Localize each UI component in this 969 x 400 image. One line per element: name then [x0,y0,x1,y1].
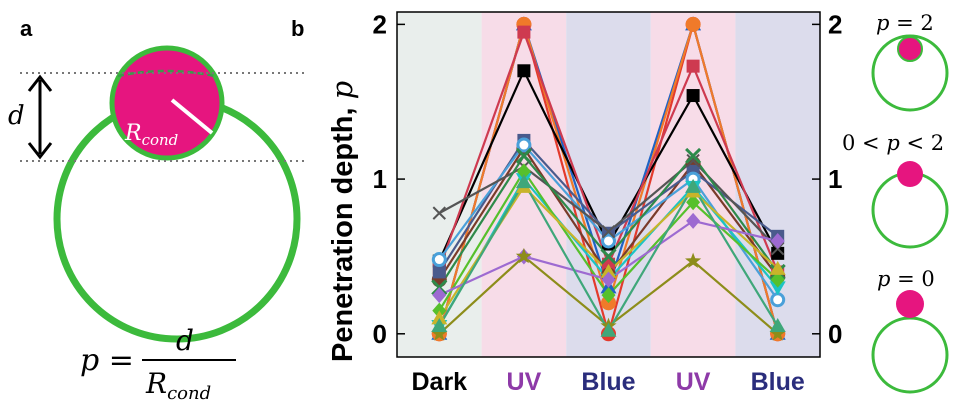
data-point-s14-0 [431,325,448,341]
data-point-s3-1 [517,64,531,78]
radius-line [170,98,214,135]
data-point-s4-3 [686,59,700,73]
y-tick-label-right-1: 1 [828,164,842,194]
data-point-s6-0 [432,265,446,279]
data-point-s15-0 [431,318,448,333]
data-point-s13-4 [770,232,785,249]
formula-lhs: p = [80,343,134,378]
data-point-s15-4 [769,318,786,333]
x-tick-label-3: UV [676,368,711,396]
y-tick-label-left-2: 2 [373,9,387,39]
series-layer [431,16,786,342]
data-point-s7-0 [431,252,447,268]
d-arrow-head-bottom [27,142,53,160]
data-point-s9-2 [600,248,617,265]
sketch-condensate-p2 [897,36,923,62]
r-cond-label: Rcond [124,121,178,149]
data-point-s12-0 [431,310,448,325]
series-markers-9 [431,147,786,296]
data-point-s10-4 [769,281,786,296]
data-point-s2-3 [685,16,701,32]
sketch-vesicle-p0 [871,316,949,394]
data-point-s7-2 [601,233,616,249]
data-point-s8-2 [601,224,616,239]
data-point-s11-1 [516,163,531,180]
formula-numerator: d [176,324,194,357]
x-tick-label-0: Dark [412,368,468,396]
y-tick-label-left-0: 0 [373,319,387,349]
p-equals-2-label: p = 2 [876,11,934,35]
data-point-s3-3 [686,89,700,103]
sketch-condensate-p0 [896,290,924,318]
data-point-s11-3 [686,194,701,211]
p-equals-0-label: p = 0 [877,267,935,291]
data-point-s12-2 [600,263,617,278]
sketch-condensate-p1 [897,161,923,187]
data-point-s11-4 [770,271,785,288]
data-point-s9-3 [685,147,702,164]
y-tick-label-left-1: 1 [373,164,387,194]
data-point-s12-4 [769,260,786,275]
panel-b-label: b [291,16,304,41]
panel-c: p = 2 0 < p < 2 p = 0 [842,11,949,394]
y-axis-label: Penetration depth, p [325,81,359,362]
y-tick-label-right-2: 2 [828,9,842,39]
data-point-s15-3 [685,178,702,193]
data-point-s13-3 [686,212,701,229]
panel-b: b Penetration depth, p 0 0 1 1 2 2 Dark UV Blue U… [291,9,842,396]
data-point-s15-1 [515,174,532,189]
data-point-s8-3 [686,153,700,168]
data-point-s13-0 [432,287,447,304]
data-point-s11-2 [601,287,616,304]
data-point-s14-1 [515,247,532,264]
d-arrow-head-top [27,74,53,92]
data-point-s13-2 [601,271,616,288]
panel-a: a Rcond d p = d Rcond [8,16,304,400]
data-point-s7-4 [770,292,786,308]
x-tick-label-2: Blue [581,368,635,396]
data-point-s4-1 [517,25,531,39]
data-point-s3-4 [771,246,785,260]
series-markers-11 [432,163,785,319]
data-point-s9-1 [515,147,532,164]
series-markers-15 [431,174,786,337]
data-point-s8-0 [432,206,447,220]
p-between-label: 0 < p < 2 [842,131,944,155]
data-point-s14-3 [685,252,702,268]
data-point-s15-2 [600,322,617,337]
data-point-s14-4 [769,325,786,341]
axes: 0 0 1 1 2 2 Dark UV Blue UV Blue [373,9,843,396]
panel-a-label: a [20,16,33,41]
series-markers-12 [431,178,786,325]
plot-frame [396,11,821,358]
x-tick-label-1: UV [507,368,542,396]
x-tick-label-4: Blue [751,368,805,396]
y-tick-label-right-0: 0 [828,319,842,349]
data-point-s7-1 [516,137,532,153]
d-label: d [8,101,25,131]
condensate-circle [109,45,225,161]
formula-denominator: Rcond [145,367,211,400]
